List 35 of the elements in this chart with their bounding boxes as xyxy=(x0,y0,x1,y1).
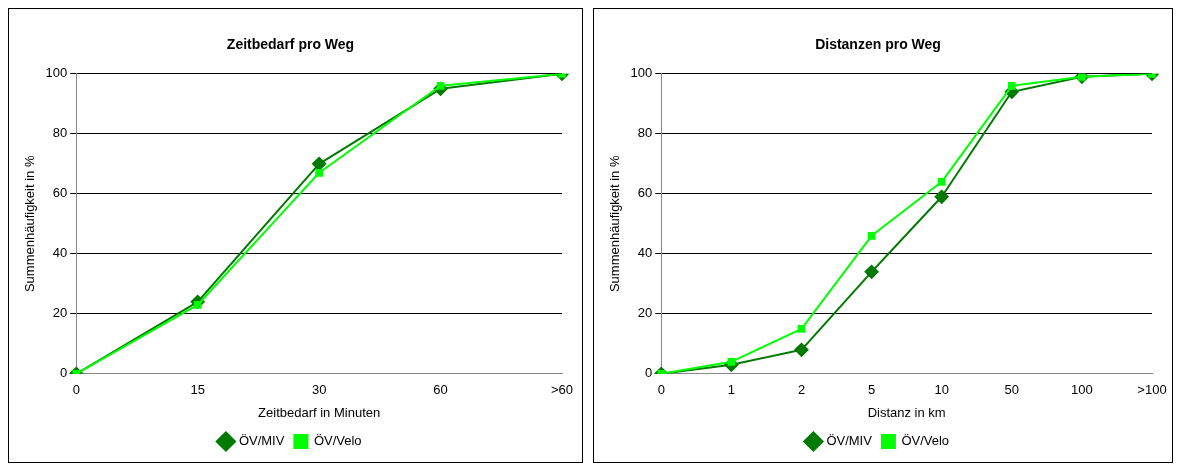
y-tick-label: 60 xyxy=(637,185,653,201)
x-tick-label: 10 xyxy=(934,382,949,398)
x-tick-label: 50 xyxy=(1004,382,1020,398)
legend-label: ÖV/MIV xyxy=(826,433,873,449)
x-tick-label: >100 xyxy=(1137,382,1167,398)
chart-title: Zeitbedarf pro Weg xyxy=(226,36,355,53)
legend-label: ÖV/Velo xyxy=(313,433,362,449)
x-tick-label: 60 xyxy=(433,382,448,398)
x-tick-label: 2 xyxy=(797,382,806,398)
y-tick-label: 60 xyxy=(52,185,68,201)
x-tick-label: 1 xyxy=(727,382,736,398)
x-tick-label: 0 xyxy=(72,382,80,398)
y-axis-title: Summenhäufigkeit in % xyxy=(607,155,623,293)
y-tick-label: 0 xyxy=(645,365,653,381)
y-tick-label: 40 xyxy=(637,245,653,261)
y-tick-label: 20 xyxy=(52,305,68,321)
x-tick-label: 30 xyxy=(311,382,327,398)
y-tick-label: 80 xyxy=(52,125,68,141)
x-tick-label: 15 xyxy=(190,382,205,398)
x-tick-label: 0 xyxy=(657,382,665,398)
x-axis-title: Zeitbedarf in Minuten xyxy=(258,404,381,420)
y-tick-label: 100 xyxy=(630,65,653,81)
y-tick-label: 20 xyxy=(637,305,653,321)
x-tick-label: 100 xyxy=(1071,382,1093,398)
y-tick-label: 100 xyxy=(45,65,68,81)
legend-label: ÖV/Velo xyxy=(901,433,950,449)
y-axis-title: Summenhäufigkeit in % xyxy=(22,155,38,293)
legend-label: ÖV/MIV xyxy=(238,433,285,449)
chart-title: Distanzen pro Weg xyxy=(815,36,941,53)
y-tick-label: 40 xyxy=(52,245,68,261)
y-tick-label: 80 xyxy=(637,125,653,141)
x-axis-title: Distanz in km xyxy=(867,404,946,420)
y-tick-label: 0 xyxy=(60,365,68,381)
x-tick-label: 5 xyxy=(867,382,876,398)
x-tick-label: >60 xyxy=(550,382,574,398)
